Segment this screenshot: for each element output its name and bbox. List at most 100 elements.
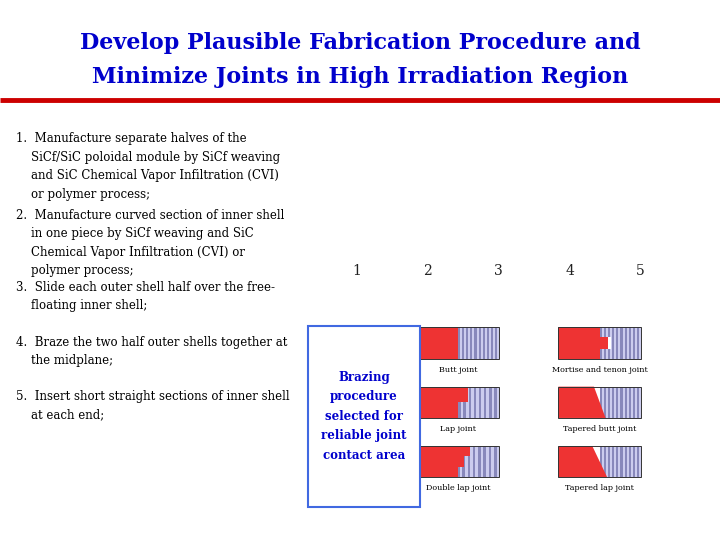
Bar — [616, 387, 618, 418]
Bar — [633, 446, 635, 477]
Bar — [600, 446, 641, 477]
Bar — [458, 327, 500, 359]
Bar — [474, 327, 477, 359]
Bar — [637, 327, 639, 359]
Bar — [416, 387, 468, 402]
Bar — [453, 387, 456, 418]
Bar — [608, 446, 610, 477]
Bar — [633, 387, 635, 418]
Bar — [457, 446, 459, 477]
Bar — [416, 467, 458, 477]
Bar — [467, 446, 470, 477]
Text: Minimize Joints in High Irradiation Region: Minimize Joints in High Irradiation Regi… — [92, 66, 628, 87]
Bar — [637, 387, 639, 418]
Text: 1.  Manufacture separate halves of the
    SiCf/SiC poloidal module by SiCf weav: 1. Manufacture separate halves of the Si… — [16, 132, 280, 201]
Bar — [469, 387, 471, 418]
Bar — [624, 387, 626, 418]
Bar — [616, 446, 618, 477]
Text: 3.  Slide each outer shell half over the free-
    floating inner shell;: 3. Slide each outer shell half over the … — [16, 281, 275, 312]
Bar — [633, 327, 635, 359]
Bar — [487, 327, 489, 359]
Bar — [600, 337, 611, 349]
Bar — [474, 387, 476, 418]
Text: Tapered lap joint: Tapered lap joint — [565, 484, 634, 492]
Bar — [600, 387, 602, 418]
Text: 4: 4 — [565, 264, 574, 278]
Bar — [616, 327, 618, 359]
Bar — [473, 446, 475, 477]
Bar — [479, 387, 482, 418]
Bar — [478, 446, 481, 477]
Bar — [598, 337, 608, 349]
Bar — [604, 387, 606, 418]
Bar — [416, 387, 500, 418]
Bar — [629, 446, 631, 477]
Bar — [600, 327, 602, 359]
Bar — [608, 387, 610, 418]
Text: 2: 2 — [423, 264, 432, 278]
Bar — [612, 446, 614, 477]
Bar — [494, 387, 497, 418]
Text: Develop Plausible Fabrication Procedure and: Develop Plausible Fabrication Procedure … — [80, 32, 640, 54]
Text: Double lap joint: Double lap joint — [426, 484, 490, 492]
Bar — [489, 446, 491, 477]
Bar — [489, 387, 492, 418]
Bar — [416, 402, 458, 418]
Bar — [479, 327, 481, 359]
Bar — [483, 446, 486, 477]
Bar — [612, 387, 614, 418]
Text: 5: 5 — [636, 264, 644, 278]
Bar — [451, 446, 454, 477]
Bar — [458, 387, 461, 418]
Text: 2.  Manufacture curved section of inner shell
    in one piece by SiCf weaving a: 2. Manufacture curved section of inner s… — [16, 209, 284, 278]
Bar — [482, 327, 485, 359]
Text: 5.  Insert short straight sections of inner shell
    at each end;: 5. Insert short straight sections of inn… — [16, 390, 289, 421]
Bar — [416, 456, 464, 467]
Bar — [637, 446, 639, 477]
Text: Tapered butt joint: Tapered butt joint — [563, 425, 636, 433]
Bar — [446, 446, 500, 477]
Bar — [467, 327, 468, 359]
Bar — [458, 327, 460, 359]
Bar — [629, 327, 631, 359]
Bar — [470, 327, 472, 359]
Text: Brazing
procedure
selected for
reliable joint
contact area: Brazing procedure selected for reliable … — [321, 370, 407, 462]
Bar — [491, 327, 493, 359]
Bar — [484, 387, 487, 418]
Bar — [600, 446, 602, 477]
Bar — [600, 387, 641, 418]
Bar — [621, 446, 623, 477]
Bar — [629, 387, 631, 418]
Bar — [612, 327, 614, 359]
Bar — [624, 446, 626, 477]
Bar — [559, 446, 641, 477]
Polygon shape — [559, 387, 606, 418]
Bar — [464, 387, 466, 418]
Bar — [416, 327, 500, 359]
Bar — [604, 327, 606, 359]
Text: Mortise and tenon joint: Mortise and tenon joint — [552, 366, 647, 374]
Bar — [559, 387, 641, 418]
Bar — [494, 446, 497, 477]
Bar — [462, 327, 464, 359]
Bar — [448, 387, 500, 418]
Text: 1: 1 — [352, 264, 361, 278]
Bar — [559, 327, 600, 359]
Bar — [416, 446, 469, 456]
Bar — [621, 387, 623, 418]
Bar — [559, 327, 641, 359]
Bar — [621, 327, 623, 359]
FancyBboxPatch shape — [308, 326, 420, 507]
Polygon shape — [559, 446, 607, 477]
Bar — [446, 446, 449, 477]
Bar — [604, 446, 606, 477]
Text: Lap joint: Lap joint — [440, 425, 476, 433]
Text: 4.  Braze the two half outer shells together at
    the midplane;: 4. Braze the two half outer shells toget… — [16, 336, 287, 367]
Bar — [462, 446, 465, 477]
Text: Butt joint: Butt joint — [438, 366, 477, 374]
Bar — [416, 446, 500, 477]
Bar — [608, 327, 610, 359]
Text: 3: 3 — [494, 264, 503, 278]
Bar — [448, 387, 451, 418]
Bar — [624, 327, 626, 359]
